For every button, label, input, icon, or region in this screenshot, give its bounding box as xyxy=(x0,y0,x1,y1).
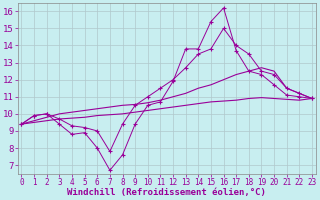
X-axis label: Windchill (Refroidissement éolien,°C): Windchill (Refroidissement éolien,°C) xyxy=(67,188,266,197)
